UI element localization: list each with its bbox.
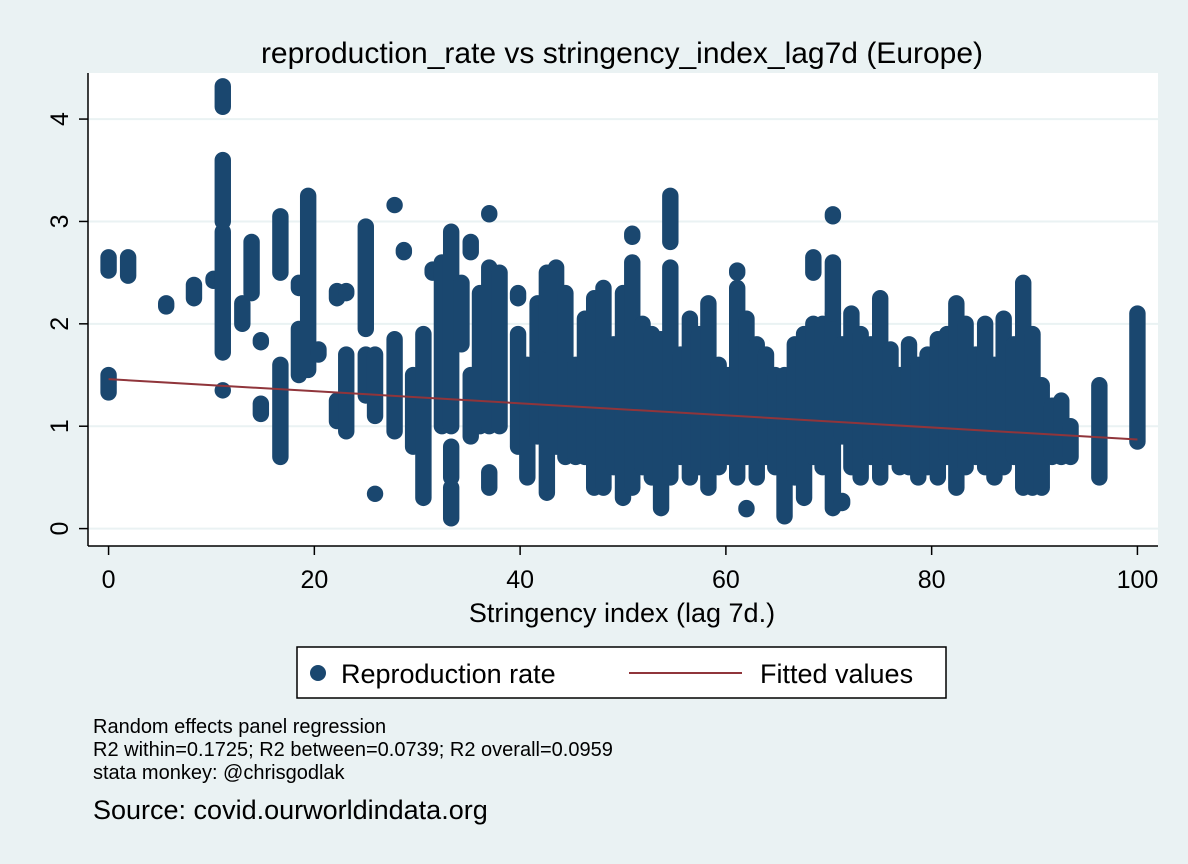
scatter-point	[805, 249, 822, 281]
scatter-points	[100, 78, 1146, 527]
scatter-point	[157, 295, 175, 315]
scatter-point	[824, 206, 842, 225]
scatter-point	[100, 249, 117, 279]
scatter-point	[442, 223, 460, 435]
scatter-point	[338, 282, 355, 302]
scatter-point	[357, 218, 374, 338]
legend-marker-reproduction-rate	[310, 665, 326, 681]
scatter-point	[509, 284, 527, 307]
scatter-point	[119, 249, 137, 284]
scatter-point	[481, 205, 498, 223]
scatter-point	[1062, 418, 1079, 466]
y-tick-label: 4	[46, 112, 74, 126]
scatter-point	[366, 485, 384, 502]
scatter-point	[729, 262, 746, 281]
scatter-point	[366, 346, 384, 425]
scatter-point	[824, 254, 842, 322]
scatter-point	[252, 395, 270, 423]
scatter-point	[243, 233, 260, 302]
scatter-point	[310, 341, 327, 363]
y-tick-label: 2	[46, 317, 74, 331]
scatter-point	[252, 332, 270, 351]
scatter-point	[491, 264, 508, 435]
x-tick-label: 0	[102, 566, 116, 594]
scatter-point	[442, 438, 460, 486]
scatter-point	[272, 208, 289, 281]
scatter-point	[214, 78, 231, 115]
scatter-point	[214, 223, 231, 361]
axes: 0 20 40 60 80 100 0 1 2 3 4	[46, 73, 1158, 594]
x-axis-label: Stringency index (lag 7d.)	[469, 598, 775, 628]
note-source: Source: covid.ourworldindata.org	[93, 795, 488, 825]
legend: Reproduction rate Fitted values	[296, 646, 947, 699]
x-tick-label: 40	[506, 566, 534, 594]
scatter-point	[624, 225, 641, 246]
scatter-point	[442, 479, 460, 527]
scatter-point	[185, 276, 203, 307]
scatter-point	[462, 233, 479, 261]
note-method: Random effects panel regression	[93, 716, 387, 738]
scatter-point	[386, 330, 403, 440]
y-tick-label: 3	[46, 214, 74, 228]
scatter-point	[1091, 377, 1108, 486]
fitted-line	[108, 378, 1138, 441]
x-tick-label: 60	[712, 566, 740, 594]
scatter-point	[1129, 305, 1146, 450]
legend-label-fitted-values: Fitted values	[760, 659, 913, 689]
legend-label-reproduction-rate: Reproduction rate	[341, 659, 556, 689]
scatter-point	[415, 325, 432, 507]
scatter-point	[100, 366, 117, 401]
scatter-point	[833, 492, 851, 512]
fitted-values-line	[108, 378, 1138, 441]
y-tick-label: 0	[46, 522, 74, 536]
scatter-point	[481, 464, 498, 496]
chart-title: reproduction_rate vs stringency_index_la…	[261, 37, 983, 70]
y-tick-label: 1	[46, 419, 74, 433]
scatter-point	[299, 187, 317, 379]
note-r2: R2 within=0.1725; R2 between=0.0739; R2 …	[93, 739, 613, 761]
scatter-point	[214, 151, 231, 230]
scatter-point	[453, 274, 470, 353]
note-credit: stata monkey: @chrisgodlak	[93, 762, 345, 784]
x-tick-label: 20	[300, 566, 328, 594]
x-tick-label: 80	[918, 566, 946, 594]
scatter-point	[662, 187, 679, 251]
scatter-point	[395, 241, 413, 261]
scatter-point	[272, 356, 289, 466]
x-tick-label: 100	[1117, 566, 1159, 594]
scatter-point	[386, 196, 403, 214]
scatter-point	[234, 295, 251, 333]
scatter-point	[738, 499, 755, 518]
